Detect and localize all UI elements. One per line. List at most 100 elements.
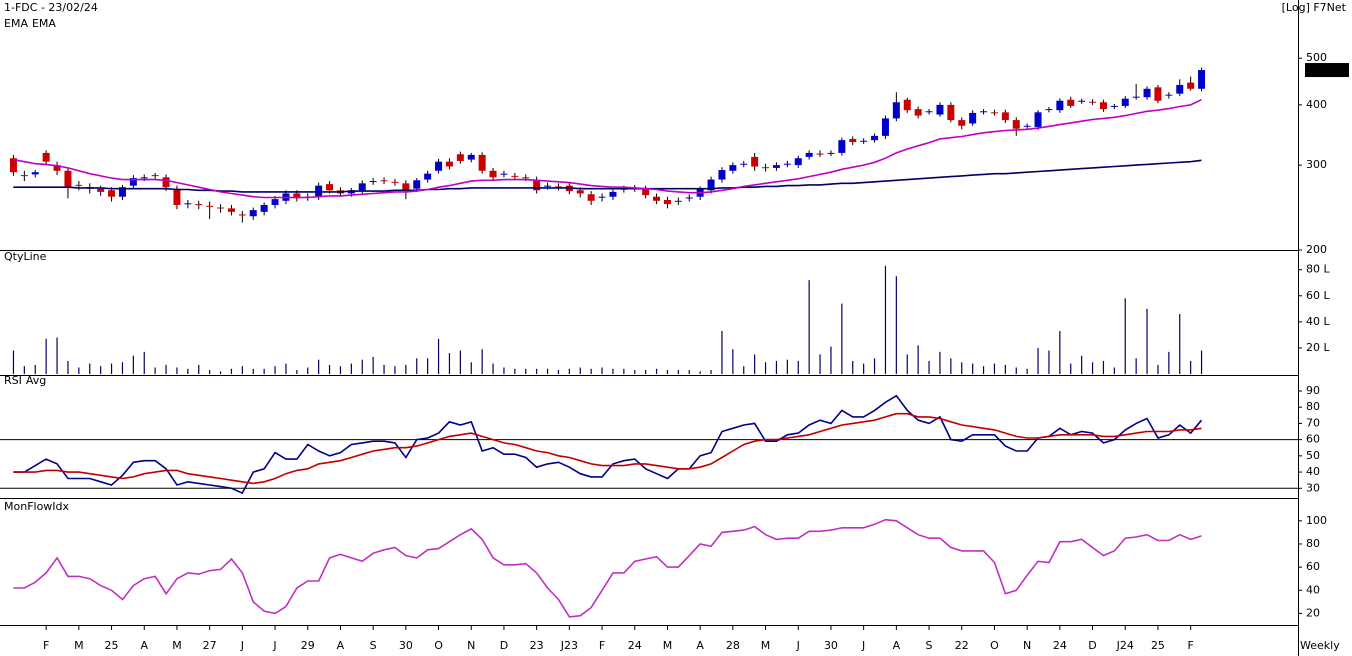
last-price-label: 472.45 bbox=[1307, 63, 1346, 76]
volume-bar bbox=[285, 363, 287, 374]
candle-body bbox=[903, 99, 911, 111]
volume-bar bbox=[1070, 363, 1072, 374]
legend-label: EMA bbox=[4, 17, 28, 30]
candle-body bbox=[31, 172, 39, 175]
candle-body bbox=[881, 118, 889, 136]
candle-body bbox=[871, 135, 879, 141]
x-tick-label: J bbox=[796, 639, 800, 652]
candle-body bbox=[598, 196, 606, 198]
candle-body bbox=[587, 194, 595, 201]
legend-label: Avg bbox=[26, 374, 46, 387]
volume-bar bbox=[863, 363, 865, 374]
volume-bar bbox=[219, 371, 222, 374]
volume-bar bbox=[492, 363, 494, 374]
volume-bar bbox=[873, 358, 876, 374]
y-tick-label: 200 bbox=[1306, 243, 1327, 256]
legend-label: QtyLine bbox=[4, 250, 47, 263]
volume-bar bbox=[1004, 364, 1006, 374]
candle-body bbox=[173, 188, 181, 205]
candle-body bbox=[271, 199, 279, 205]
candle-body bbox=[1198, 70, 1206, 89]
candle-body bbox=[162, 177, 170, 188]
candle-body bbox=[217, 207, 225, 209]
candle-body bbox=[1056, 100, 1064, 111]
candle-body bbox=[838, 140, 846, 153]
volume-bar bbox=[961, 362, 963, 374]
candle-body bbox=[1078, 100, 1086, 102]
y-tick-label: 400 bbox=[1306, 98, 1327, 111]
volume-bar bbox=[677, 370, 679, 374]
volume-bar bbox=[241, 366, 243, 374]
candle-body bbox=[936, 104, 944, 115]
volume-bar bbox=[950, 358, 952, 374]
volume-bar bbox=[361, 359, 363, 374]
panel-borders bbox=[0, 0, 1299, 656]
candle-body bbox=[1132, 96, 1140, 98]
candle-body bbox=[609, 191, 617, 197]
candle-body bbox=[914, 109, 922, 116]
volume-bar bbox=[939, 351, 941, 374]
volume-bar bbox=[590, 368, 592, 374]
volume-bar bbox=[209, 370, 211, 374]
candle-body bbox=[64, 170, 72, 188]
volume-bar bbox=[12, 350, 15, 374]
volume-bar bbox=[34, 364, 36, 374]
volume-bar bbox=[45, 338, 47, 374]
volume-bar bbox=[470, 362, 472, 374]
candle-body bbox=[108, 190, 116, 197]
candle-body bbox=[1012, 120, 1020, 129]
candle-body bbox=[227, 208, 235, 212]
volume-bar bbox=[23, 366, 25, 374]
candle-body bbox=[1176, 84, 1184, 94]
candle-body bbox=[500, 173, 508, 175]
candle-body bbox=[751, 156, 759, 167]
candle-body bbox=[860, 140, 868, 142]
volume-bar bbox=[906, 354, 908, 374]
volume-bar bbox=[296, 370, 298, 374]
volume-bar bbox=[416, 358, 418, 374]
y-tick-label: 40 bbox=[1306, 465, 1320, 478]
x-tick-label: O bbox=[990, 639, 999, 652]
y-tick-label: 80 L bbox=[1306, 263, 1330, 276]
candle-body bbox=[249, 210, 257, 217]
candle-body bbox=[1110, 105, 1118, 107]
volume-bar bbox=[917, 345, 919, 374]
candle-body bbox=[522, 177, 530, 179]
x-tick-label: 27 bbox=[203, 639, 217, 652]
volume-bar bbox=[230, 368, 233, 374]
volume-bar bbox=[764, 362, 767, 374]
volume-bar bbox=[89, 363, 91, 374]
candle-body bbox=[1187, 82, 1195, 89]
volume-bar bbox=[143, 351, 145, 374]
candle-body bbox=[391, 181, 399, 183]
candle-body bbox=[794, 158, 802, 166]
volume-bar bbox=[557, 370, 560, 374]
series-line bbox=[13, 98, 1202, 199]
volume-bar bbox=[1135, 358, 1137, 374]
candle-body bbox=[783, 163, 791, 165]
volume-bar bbox=[1124, 298, 1126, 374]
volume-bar bbox=[121, 362, 124, 374]
y-tick-label: 40 L bbox=[1306, 315, 1330, 328]
volume-bar bbox=[546, 368, 549, 374]
candle-body bbox=[238, 214, 246, 216]
volume-bar bbox=[427, 358, 429, 374]
candle-body bbox=[642, 188, 650, 196]
x-tick-label: A bbox=[696, 639, 704, 652]
volume-bar bbox=[1026, 368, 1028, 374]
x-tick-label: 30 bbox=[399, 639, 413, 652]
volume-bar bbox=[394, 366, 396, 374]
candle-body bbox=[805, 152, 813, 157]
candle-body bbox=[533, 179, 541, 191]
candle-body bbox=[369, 181, 377, 183]
candle-body bbox=[511, 175, 519, 177]
x-tick-label: O bbox=[434, 639, 443, 652]
volume-bar bbox=[536, 368, 538, 374]
volume-bar bbox=[437, 338, 440, 374]
volume-bar bbox=[579, 367, 581, 374]
candle-body bbox=[544, 185, 552, 187]
volume-bar bbox=[797, 360, 799, 374]
volume-bar bbox=[525, 368, 527, 374]
candle-body bbox=[435, 161, 443, 171]
